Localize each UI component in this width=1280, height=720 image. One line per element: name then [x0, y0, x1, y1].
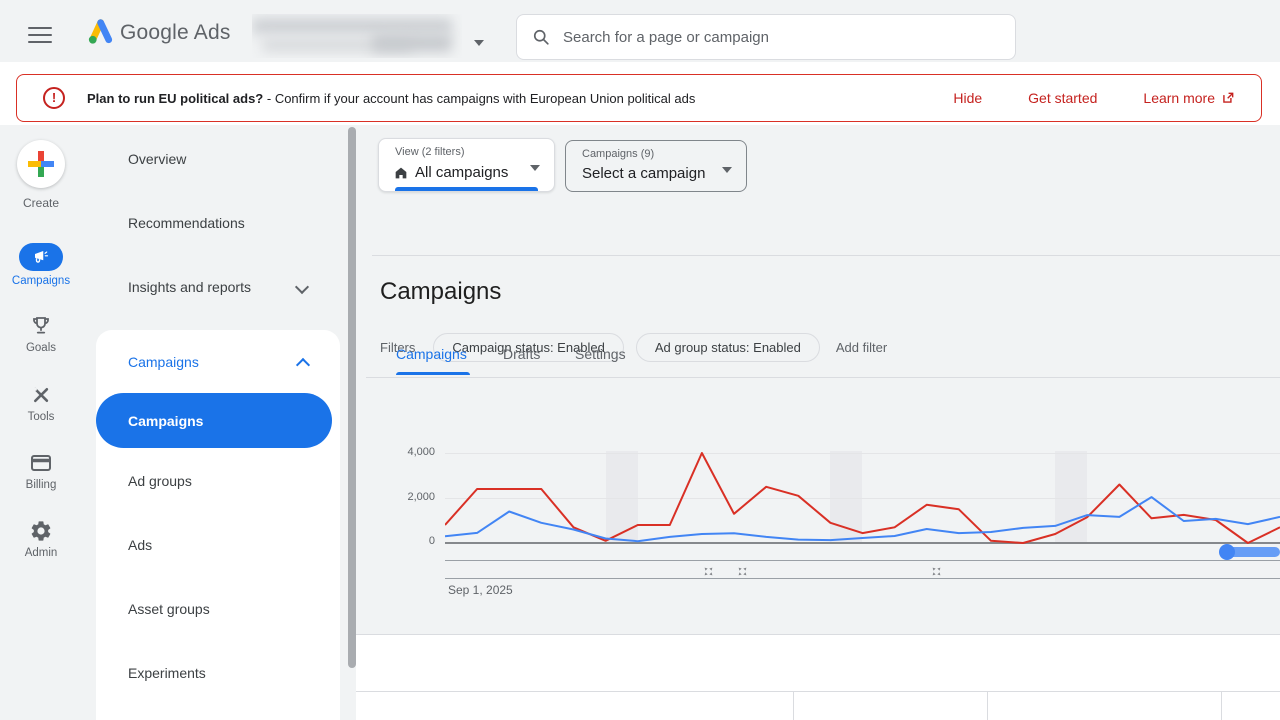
sidebar-item-asset-groups[interactable]: Asset groups: [128, 601, 210, 617]
tab-settings[interactable]: Settings: [575, 346, 626, 362]
add-filter-button[interactable]: Add filter: [836, 340, 887, 355]
sidebar-section-campaigns[interactable]: Campaigns: [128, 354, 199, 370]
global-search: [516, 14, 1016, 60]
credit-card-icon: [0, 450, 82, 476]
google-ads-logo-icon[interactable]: [84, 16, 114, 51]
account-picker-caret-icon[interactable]: [474, 40, 484, 46]
toolbar-divider: [372, 255, 1280, 256]
campaigns-table-area: [356, 634, 1280, 720]
campaign-selector[interactable]: Campaigns (9) Select a campaign: [565, 140, 747, 192]
performance-chart: [445, 433, 1280, 545]
learn-more-link[interactable]: Learn more: [1143, 90, 1235, 106]
search-icon: [531, 27, 551, 47]
hamburger-menu-icon[interactable]: [28, 27, 52, 45]
rail-item-tools[interactable]: Tools: [0, 382, 82, 423]
sidebar-item-ad-groups[interactable]: Ad groups: [128, 473, 192, 489]
content-region: Create Campaigns: [0, 125, 1280, 720]
megaphone-icon: [32, 248, 50, 266]
page-title: Campaigns: [380, 278, 501, 306]
tab-drafts[interactable]: Drafts: [503, 346, 540, 362]
timeline-annotation-marker-icon[interactable]: [703, 564, 714, 575]
view-caret-icon: [530, 165, 540, 171]
get-started-button[interactable]: Get started: [1028, 90, 1097, 106]
tabs-divider: [366, 377, 1280, 378]
campaign-selector-label: Campaigns (9): [582, 148, 654, 160]
chevron-down-icon[interactable]: [295, 280, 309, 294]
table-column-divider: [987, 692, 988, 720]
timeline-strip-top: [445, 560, 1280, 561]
chart-scrollbar-knob[interactable]: [1219, 544, 1235, 560]
view-selector[interactable]: View (2 filters) All campaigns: [378, 138, 555, 192]
filter-chip-ad-group-status[interactable]: Ad group status: Enabled: [636, 333, 820, 362]
rail-item-goals[interactable]: Goals: [0, 313, 82, 354]
external-link-icon: [1221, 91, 1235, 105]
chart-scrollbar-thumb[interactable]: [1227, 547, 1280, 557]
sidebar-item-experiments[interactable]: Experiments: [128, 665, 206, 681]
trophy-icon: [0, 313, 82, 339]
google-ads-app: Google Ads ! Plan to run EU political ad…: [0, 0, 1280, 720]
tab-campaigns[interactable]: Campaigns: [396, 346, 467, 362]
chevron-up-icon[interactable]: [296, 358, 310, 372]
nav-scrollbar-thumb[interactable]: [348, 127, 356, 668]
sidebar-item-recommendations[interactable]: Recommendations: [128, 215, 245, 231]
hide-button[interactable]: Hide: [953, 90, 982, 106]
gear-icon: [0, 518, 82, 544]
create-button[interactable]: Create: [0, 140, 82, 210]
rail-item-admin[interactable]: Admin: [0, 518, 82, 559]
series-blue: [445, 497, 1280, 541]
plus-icon: [28, 151, 54, 177]
sidebar-item-ads[interactable]: Ads: [128, 537, 152, 553]
product-name: Google Ads: [120, 21, 231, 45]
search-input[interactable]: [561, 28, 985, 47]
sidebar-item-insights-reports[interactable]: Insights and reports: [128, 279, 251, 295]
campaign-caret-icon: [722, 167, 732, 173]
banner-subtitle: - Confirm if your account has campaigns …: [267, 91, 696, 106]
x-axis-tick: Sep 1, 2025: [448, 583, 513, 597]
timeline-annotation-marker-icon[interactable]: [737, 564, 748, 575]
alert-icon: !: [43, 87, 65, 109]
table-column-divider: [1221, 692, 1222, 720]
y-axis-tick: 4,000: [377, 446, 435, 458]
top-app-bar: Google Ads: [0, 0, 1280, 62]
campaign-selector-value: Select a campaign: [582, 165, 705, 182]
table-header-border: [356, 691, 1280, 692]
home-icon: [393, 165, 409, 181]
y-axis-tick: 0: [377, 535, 435, 547]
rail-item-billing[interactable]: Billing: [0, 450, 82, 491]
timeline-strip-bottom: [445, 578, 1280, 579]
timeline-annotation-marker-icon[interactable]: [931, 564, 942, 575]
view-selector-value: All campaigns: [415, 164, 508, 181]
eu-political-ads-banner: ! Plan to run EU political ads? - Confir…: [16, 74, 1262, 122]
sidebar-item-overview[interactable]: Overview: [128, 151, 186, 167]
view-selector-label: View (2 filters): [395, 146, 464, 158]
active-tab-indicator: [396, 372, 470, 375]
table-column-divider: [793, 692, 794, 720]
sidebar-item-campaigns-selected[interactable]: Campaigns: [96, 393, 332, 448]
tools-icon: [0, 382, 82, 408]
account-info-blurred[interactable]: [252, 14, 462, 58]
campaigns-section-card: Campaigns Campaigns Ad groups Ads Asset …: [96, 330, 340, 720]
y-axis-tick: 2,000: [377, 491, 435, 503]
banner-title: Plan to run EU political ads?: [87, 91, 263, 106]
banner-message: Plan to run EU political ads? - Confirm …: [87, 91, 907, 106]
rail-item-campaigns[interactable]: Campaigns: [0, 243, 82, 287]
